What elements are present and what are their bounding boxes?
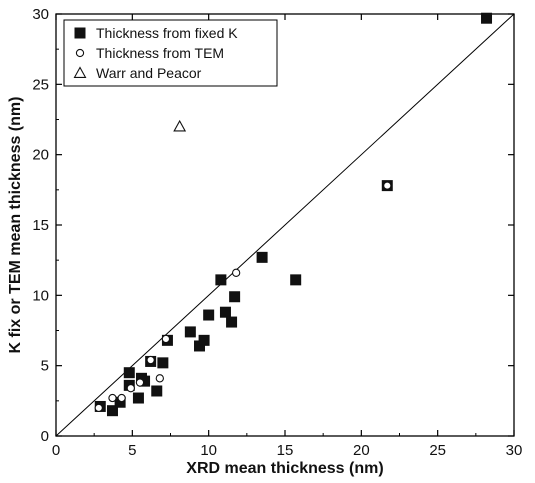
y-axis-label: K fix or TEM mean thickness (nm)	[7, 97, 24, 354]
y-tick-label: 30	[32, 6, 49, 23]
tem-point	[231, 268, 241, 277]
one-to-one-line	[55, 13, 515, 437]
fixed-k-point	[215, 274, 227, 286]
tem-point	[108, 393, 117, 403]
fixed-k-point	[481, 12, 493, 24]
legend-marker	[74, 27, 86, 39]
data-points	[94, 12, 493, 417]
legend: Thickness from fixed K Thickness from TEM…	[63, 19, 278, 87]
fixed-k-point	[106, 405, 118, 417]
tem-point	[135, 378, 145, 387]
tem-point	[383, 181, 392, 190]
fixed-k-point	[219, 306, 231, 318]
fixed-k-point	[132, 392, 144, 404]
fixed-k-point	[184, 326, 196, 338]
x-tick-label: 15	[277, 442, 294, 459]
y-tick-label: 20	[32, 147, 49, 164]
legend-label: Thickness from fixed K	[96, 25, 238, 41]
fixed-k-point	[226, 316, 238, 328]
x-tick-label: 30	[506, 442, 523, 459]
fixed-k-point	[290, 274, 302, 286]
fixed-k-point	[256, 251, 268, 263]
x-tick-label: 10	[200, 442, 217, 459]
x-axis-label: XRD mean thickness (nm)	[186, 460, 383, 477]
axes: 0 5 10 15 20 25 30 0 5 10 15 20 25 30	[32, 6, 522, 459]
legend-label: Thickness from TEM	[96, 45, 224, 61]
y-tick-label: 15	[32, 217, 49, 234]
legend-marker	[73, 66, 87, 78]
x-tick-label: 25	[429, 442, 446, 459]
legend-marker	[75, 48, 85, 58]
fixed-k-point	[229, 291, 241, 303]
fixed-k-point	[198, 334, 210, 346]
reference-line-layer	[55, 13, 515, 437]
tem-point	[161, 334, 171, 344]
fixed-k-point	[151, 385, 163, 397]
y-tick-label: 10	[32, 287, 49, 304]
legend-box	[63, 19, 278, 87]
fixed-k-point	[203, 309, 215, 321]
warr-peacor-point	[173, 119, 187, 132]
fixed-k-point	[157, 357, 169, 369]
fixed-k-point	[123, 367, 135, 379]
y-tick-label: 5	[41, 358, 49, 375]
x-tick-label: 0	[52, 442, 60, 459]
tem-point	[94, 403, 103, 413]
tem-point	[155, 374, 164, 383]
y-tick-label: 25	[32, 76, 49, 93]
tem-point	[146, 355, 155, 365]
tem-point	[117, 393, 126, 403]
x-tick-label: 20	[353, 442, 370, 459]
y-tick-label: 0	[41, 428, 49, 445]
tem-point	[126, 384, 135, 393]
x-tick-label: 5	[128, 442, 136, 459]
legend-label: Warr and Peacor	[96, 65, 202, 81]
